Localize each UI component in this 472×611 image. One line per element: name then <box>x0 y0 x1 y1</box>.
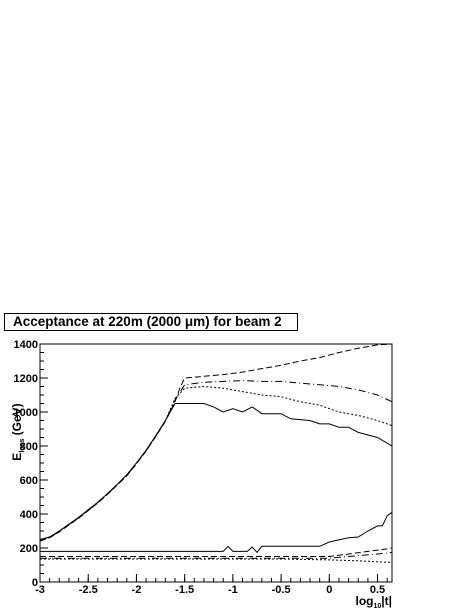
x-tick-label: 0.5 <box>370 584 385 596</box>
y-tick-label: 1400 <box>14 339 38 351</box>
y-tick-label: 1000 <box>14 407 38 419</box>
x-tick-label: -1 <box>228 584 238 596</box>
axis-ticks <box>39 343 388 583</box>
y-tick-label: 400 <box>20 509 38 521</box>
series-line-8 <box>40 558 393 563</box>
y-tick-label: 1200 <box>14 373 38 385</box>
plot-frame <box>39 343 393 583</box>
x-tick-label: -3 <box>35 584 45 596</box>
series-line-4 <box>39 385 393 541</box>
x-tick-label: -2 <box>132 584 142 596</box>
series-line-2 <box>39 343 393 542</box>
chart-title: Acceptance at 220m (2000 μm) for beam 2 <box>4 313 298 331</box>
y-tick-label: 200 <box>20 543 38 555</box>
y-tick-label: 0 <box>32 577 38 589</box>
series-line-7 <box>40 551 393 559</box>
series-group <box>39 343 393 563</box>
y-tick-labels: 0 200 400 600 800 1000 1200 1400 <box>14 339 38 589</box>
series-line-5 <box>40 511 393 554</box>
x-tick-label: -2.5 <box>79 584 98 596</box>
y-tick-label: 800 <box>20 441 38 453</box>
x-tick-label: -0.5 <box>272 584 291 596</box>
series-line-3 <box>39 380 393 541</box>
x-tick-label: 0 <box>326 584 332 596</box>
x-axis-label: log10|t| <box>355 594 392 610</box>
y-axis-label: Eloss (GeV) <box>10 403 26 460</box>
y-tick-label: 600 <box>20 475 38 487</box>
series-line-6 <box>40 547 393 557</box>
series-line-1 <box>39 403 393 540</box>
x-tick-labels: -3 -2.5 -2 -1.5 -1 -0.5 0 0.5 <box>35 584 385 596</box>
x-tick-label: -1.5 <box>175 584 194 596</box>
